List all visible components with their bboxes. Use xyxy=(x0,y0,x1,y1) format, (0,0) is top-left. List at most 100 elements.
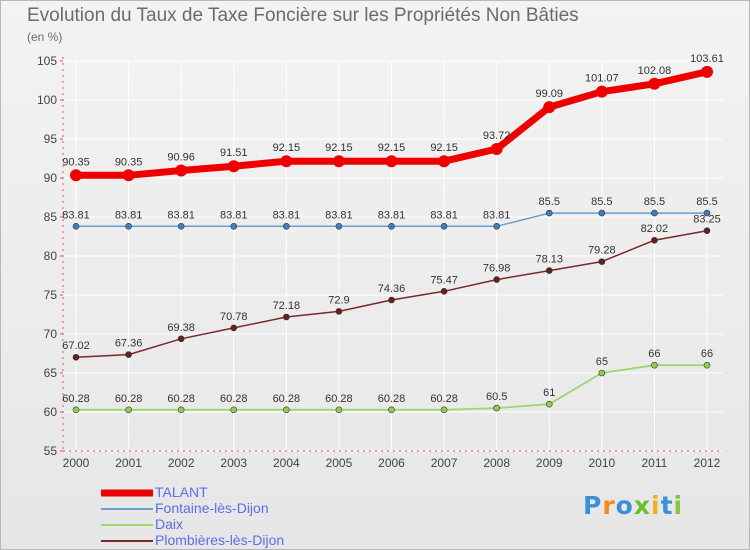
data-point-plombi-res-l-s-dijon xyxy=(545,267,553,274)
y-tick-label: 90 xyxy=(44,171,58,185)
data-point-talant xyxy=(543,101,556,114)
data-label-talant: 92.15 xyxy=(325,142,353,154)
legend-label: Daix xyxy=(155,516,184,532)
x-tick-label: 2006 xyxy=(378,456,405,470)
data-label-fontaine-l-s-dijon: 83.81 xyxy=(483,209,511,221)
legend-swatch xyxy=(101,524,153,526)
data-label-daix: 61 xyxy=(543,387,555,399)
x-tick-label: 2008 xyxy=(483,456,510,470)
y-tick-label: 80 xyxy=(44,249,58,263)
logo-letter: i xyxy=(673,491,684,520)
data-point-talant xyxy=(648,77,661,90)
x-tick-label: 2007 xyxy=(431,456,458,470)
data-label-talant: 101.07 xyxy=(585,73,619,85)
data-label-daix: 65 xyxy=(596,356,608,368)
data-point-daix xyxy=(388,406,395,414)
data-label-plombi-res-l-s-dijon: 76.98 xyxy=(483,263,511,275)
data-point-daix xyxy=(283,406,290,414)
data-label-daix: 66 xyxy=(648,348,660,360)
data-label-plombi-res-l-s-dijon: 67.36 xyxy=(115,338,143,350)
data-point-daix xyxy=(545,400,553,408)
logo-letter: o xyxy=(615,491,634,520)
data-point-fontaine-l-s-dijon xyxy=(125,222,132,230)
data-point-fontaine-l-s-dijon xyxy=(335,222,343,230)
x-tick-label: 2003 xyxy=(220,456,247,470)
data-label-fontaine-l-s-dijon: 83.81 xyxy=(167,209,195,221)
x-tick-label: 2001 xyxy=(115,456,142,470)
y-tick-label: 95 xyxy=(44,132,58,146)
data-point-daix xyxy=(72,406,80,414)
y-tick-label: 65 xyxy=(44,366,58,380)
data-point-daix xyxy=(230,406,238,414)
y-tick-label: 100 xyxy=(37,93,57,107)
data-label-daix: 60.5 xyxy=(486,391,507,403)
legend-swatch xyxy=(101,508,153,510)
y-tick-label: 70 xyxy=(44,327,58,341)
data-point-plombi-res-l-s-dijon xyxy=(283,313,290,321)
data-label-talant: 90.96 xyxy=(167,152,195,164)
data-point-fontaine-l-s-dijon xyxy=(651,209,658,217)
data-label-fontaine-l-s-dijon: 83.81 xyxy=(220,209,248,221)
data-label-plombi-res-l-s-dijon: 78.13 xyxy=(535,254,563,266)
data-point-daix xyxy=(440,406,448,414)
data-label-plombi-res-l-s-dijon: 69.38 xyxy=(167,322,195,334)
data-label-plombi-res-l-s-dijon: 74.36 xyxy=(378,283,406,295)
data-label-fontaine-l-s-dijon: 83.81 xyxy=(378,209,406,221)
data-label-fontaine-l-s-dijon: 83.81 xyxy=(273,209,301,221)
data-label-fontaine-l-s-dijon: 83.81 xyxy=(62,209,90,221)
data-point-plombi-res-l-s-dijon xyxy=(651,236,658,244)
data-label-fontaine-l-s-dijon: 85.5 xyxy=(644,196,665,208)
data-label-daix: 60.28 xyxy=(430,393,458,405)
data-point-plombi-res-l-s-dijon xyxy=(177,335,185,343)
data-point-fontaine-l-s-dijon xyxy=(703,209,711,217)
y-tick-label: 55 xyxy=(44,444,58,458)
x-tick-label: 2010 xyxy=(588,456,615,470)
data-point-talant xyxy=(175,164,188,177)
logo-letter: t xyxy=(660,491,674,520)
legend-label: Fontaine-lès-Dijon xyxy=(155,500,269,516)
data-point-talant xyxy=(280,155,293,168)
data-label-talant: 91.51 xyxy=(220,147,248,159)
x-tick-label: 2002 xyxy=(168,456,195,470)
data-label-fontaine-l-s-dijon: 83.81 xyxy=(430,209,458,221)
x-tick-label: 2011 xyxy=(642,456,668,470)
data-label-daix: 60.28 xyxy=(273,393,301,405)
data-label-talant: 92.15 xyxy=(430,142,458,154)
data-label-plombi-res-l-s-dijon: 82.02 xyxy=(641,223,669,235)
data-point-daix xyxy=(335,406,343,414)
x-tick-label: 2004 xyxy=(273,456,300,470)
data-point-plombi-res-l-s-dijon xyxy=(125,351,132,358)
data-label-plombi-res-l-s-dijon: 72.18 xyxy=(273,300,301,312)
data-point-talant xyxy=(385,155,398,168)
y-axis-unit-label: (en %) xyxy=(27,30,63,44)
data-label-plombi-res-l-s-dijon: 70.78 xyxy=(220,311,248,323)
logo-letter: x xyxy=(633,491,651,520)
data-point-plombi-res-l-s-dijon xyxy=(493,276,500,283)
data-point-talant xyxy=(122,169,135,182)
data-label-talant: 90.35 xyxy=(62,156,90,168)
data-label-daix: 60.28 xyxy=(115,393,143,405)
data-point-daix xyxy=(125,406,132,414)
data-label-fontaine-l-s-dijon: 85.5 xyxy=(539,196,560,208)
x-tick-label: 2009 xyxy=(536,456,563,470)
data-label-fontaine-l-s-dijon: 85.5 xyxy=(591,196,612,208)
x-tick-label: 2005 xyxy=(326,456,353,470)
data-label-daix: 66 xyxy=(701,348,713,360)
data-point-fontaine-l-s-dijon xyxy=(177,222,185,230)
legend-label: Plombières-lès-Dijon xyxy=(155,532,285,548)
data-point-fontaine-l-s-dijon xyxy=(493,222,500,230)
data-label-daix: 60.28 xyxy=(62,393,90,405)
data-point-fontaine-l-s-dijon xyxy=(72,222,80,230)
logo-letter: r xyxy=(602,491,616,520)
data-point-daix xyxy=(177,406,185,414)
data-label-fontaine-l-s-dijon: 83.81 xyxy=(115,209,143,221)
data-point-fontaine-l-s-dijon xyxy=(388,222,395,230)
data-point-talant xyxy=(70,169,82,182)
data-label-talant: 103.61 xyxy=(690,53,724,65)
y-tick-label: 105 xyxy=(37,54,57,68)
data-point-plombi-res-l-s-dijon xyxy=(440,288,448,295)
x-tick-label: 2000 xyxy=(63,456,90,470)
data-label-plombi-res-l-s-dijon: 72.9 xyxy=(328,294,349,306)
data-point-plombi-res-l-s-dijon xyxy=(230,324,238,332)
data-point-talant xyxy=(227,160,240,173)
